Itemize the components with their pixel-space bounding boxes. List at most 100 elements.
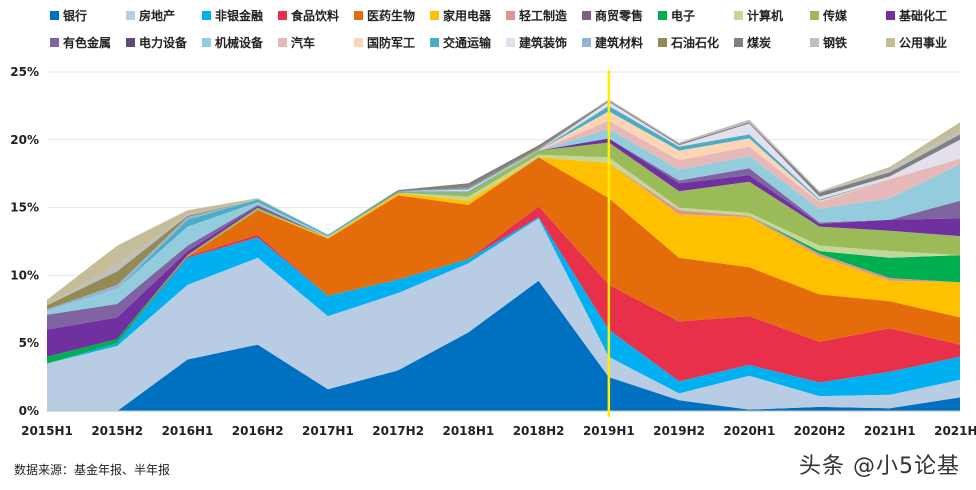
legend-label: 电力设备 <box>139 35 188 50</box>
axes: 0% 5% 10% 15% 20% 25% 2015H1 2015H2 2016H1 2016H2… <box>10 65 976 438</box>
legend-swatch <box>886 38 895 47</box>
legend-swatch <box>810 38 819 47</box>
legend-swatch <box>50 11 59 20</box>
x-tick-label: 2017H1 <box>302 424 354 438</box>
legend-swatch <box>430 11 439 20</box>
legend-swatch <box>582 11 591 20</box>
y-tick-label: 20% <box>10 133 39 147</box>
legend-label: 商贸零售 <box>595 8 643 23</box>
x-tick-label: 2020H2 <box>794 424 846 438</box>
x-tick-label: 2019H1 <box>583 424 635 438</box>
y-tick-label: 10% <box>10 268 39 282</box>
legend-item: 电力设备 <box>126 35 188 50</box>
legend-swatch <box>278 38 287 47</box>
legend-label: 传媒 <box>822 8 848 23</box>
legend-item: 国防军工 <box>354 35 415 50</box>
legend-label: 银行 <box>63 8 87 23</box>
legend-label: 国防军工 <box>367 35 415 50</box>
legend-item: 银行 <box>50 8 87 23</box>
legend-item: 钢铁 <box>810 35 847 50</box>
legend: 银行 房地产 非银金融 食品饮料 医药生物 家用电器 轻工制造 商贸零售 电子 计算机 传媒 基础化工… <box>50 8 947 50</box>
legend-item: 建筑装饰 <box>506 35 567 50</box>
area-series-家用电器 <box>47 157 960 364</box>
legend-swatch <box>278 11 287 20</box>
legend-item: 有色金属 <box>50 35 111 50</box>
area-series-食品饮料 <box>47 206 960 383</box>
legend-label: 建筑装饰 <box>518 35 567 50</box>
x-tick-label: 2021H1 <box>864 424 916 438</box>
legend-label: 机械设备 <box>215 35 264 50</box>
legend-item: 基础化工 <box>886 8 947 23</box>
legend-item: 非银金融 <box>202 8 263 23</box>
x-tick-label: 2016H2 <box>232 424 284 438</box>
legend-label: 煤炭 <box>747 35 771 50</box>
area-series-医药生物 <box>47 157 960 364</box>
legend-item: 石油石化 <box>658 35 719 50</box>
legend-item: 建筑材料 <box>582 35 643 50</box>
legend-label: 公用事业 <box>899 35 947 50</box>
legend-swatch <box>810 11 819 20</box>
legend-item: 商贸零售 <box>582 8 643 23</box>
legend-item: 交通运输 <box>430 35 492 50</box>
legend-label: 轻工制造 <box>519 8 568 23</box>
legend-item: 电子 <box>658 8 695 23</box>
legend-swatch <box>734 38 743 47</box>
legend-swatch <box>126 11 135 20</box>
legend-swatch <box>582 38 591 47</box>
x-tick-label: 2016H1 <box>162 424 214 438</box>
y-tick-label: 5% <box>19 336 39 350</box>
area-series-传媒 <box>47 142 960 357</box>
legend-swatch <box>734 11 743 20</box>
legend-swatch <box>50 38 59 47</box>
x-tick-label: 2015H1 <box>21 424 73 438</box>
legend-item: 食品饮料 <box>278 8 339 23</box>
legend-swatch <box>126 38 135 47</box>
x-tick-label: 2018H2 <box>513 424 565 438</box>
legend-label: 食品饮料 <box>290 8 339 23</box>
legend-label: 电子 <box>671 8 695 23</box>
legend-item: 家用电器 <box>430 8 492 23</box>
watermark: 头条 @小5论基 <box>799 454 960 479</box>
area-series-房地产 <box>47 218 960 411</box>
area-series-非银金融 <box>47 217 960 397</box>
legend-label: 家用电器 <box>443 8 492 23</box>
legend-label: 非银金融 <box>215 8 263 23</box>
legend-swatch <box>658 11 667 20</box>
legend-item: 机械设备 <box>202 35 264 50</box>
legend-item: 煤炭 <box>734 35 771 50</box>
legend-label: 钢铁 <box>823 35 847 50</box>
area-series-交通运输 <box>47 105 960 311</box>
area-series-银行 <box>47 280 960 411</box>
legend-swatch <box>202 11 211 20</box>
y-tick-label: 25% <box>10 65 39 79</box>
legend-swatch <box>354 38 363 47</box>
legend-label: 汽车 <box>291 35 315 50</box>
legend-swatch <box>658 38 667 47</box>
x-tick-label: 2015H2 <box>91 424 143 438</box>
legend-label: 房地产 <box>139 8 175 23</box>
legend-swatch <box>506 11 515 20</box>
legend-item: 公用事业 <box>886 35 947 50</box>
legend-label: 石油石化 <box>670 35 719 50</box>
legend-label: 基础化工 <box>898 8 947 23</box>
x-tick-label: 2021H2 <box>934 424 976 438</box>
x-tick-label: 2017H2 <box>372 424 424 438</box>
legend-swatch <box>430 38 439 47</box>
legend-label: 计算机 <box>747 8 783 23</box>
legend-swatch <box>506 38 515 47</box>
y-tick-label: 15% <box>10 201 39 215</box>
legend-label: 有色金属 <box>63 35 111 50</box>
legend-item: 汽车 <box>278 35 315 50</box>
legend-item: 医药生物 <box>354 8 415 23</box>
legend-swatch <box>202 38 211 47</box>
plot-area <box>47 99 960 411</box>
legend-label: 交通运输 <box>443 35 492 50</box>
data-source-note: 数据来源：基金年报、半年报 <box>14 463 171 477</box>
x-tick-label: 2018H1 <box>442 424 494 438</box>
legend-item: 轻工制造 <box>506 8 568 23</box>
legend-swatch <box>354 11 363 20</box>
legend-swatch <box>886 11 895 20</box>
legend-item: 计算机 <box>734 8 783 23</box>
legend-item: 房地产 <box>126 8 175 23</box>
